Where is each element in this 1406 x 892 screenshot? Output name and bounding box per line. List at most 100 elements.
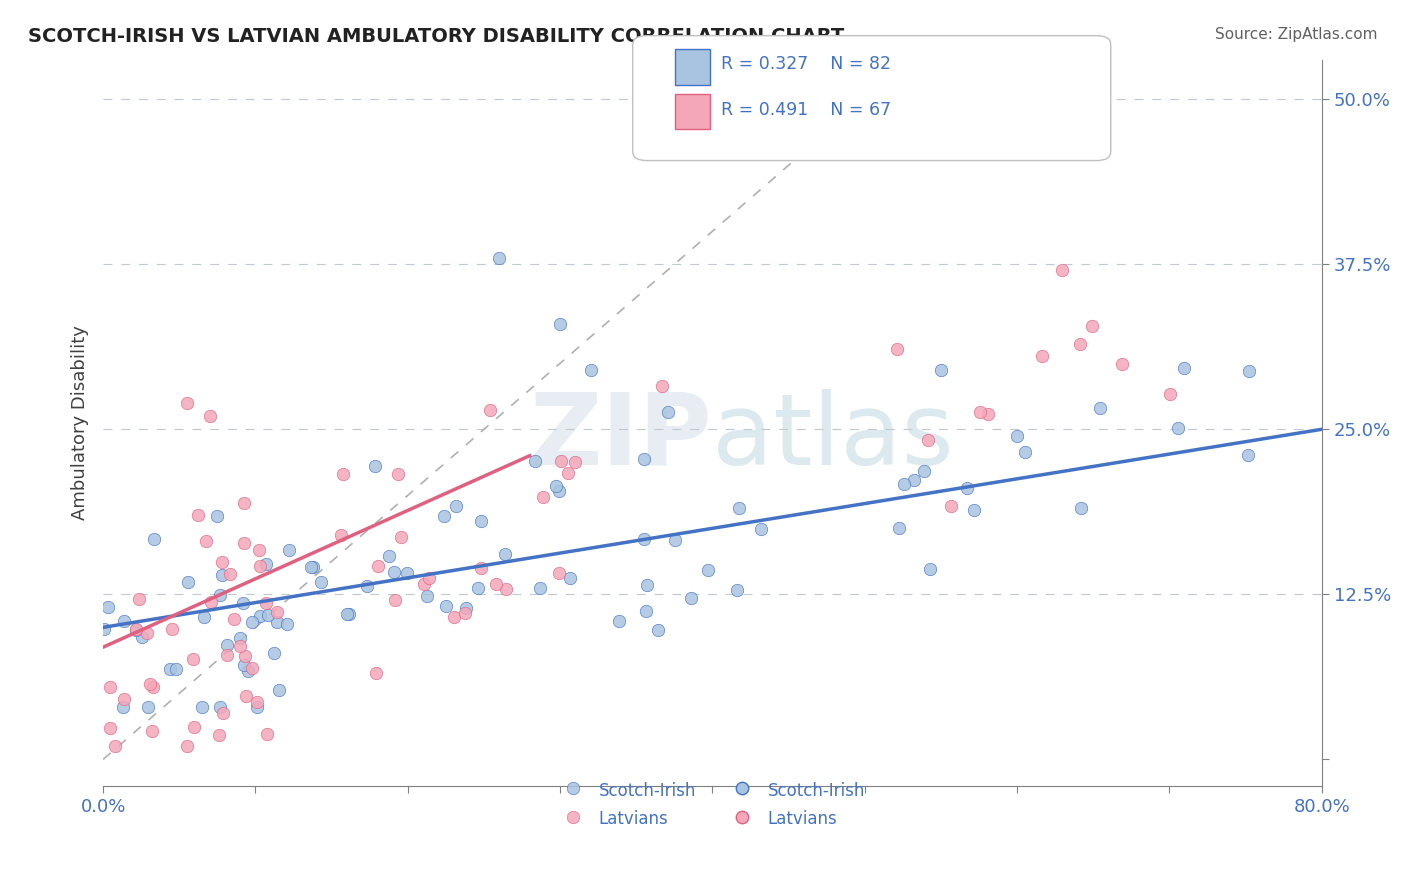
Scotch-Irish [488,251,510,265]
Latvians [224,612,246,626]
Scotch-Irish [257,608,280,623]
Latvians [98,681,121,695]
Scotch-Irish [1090,401,1112,415]
Scotch-Irish [647,623,669,637]
Latvians [484,577,506,591]
Latvians [98,722,121,736]
Latvians [229,640,252,654]
Scotch-Irish [444,500,467,514]
Text: ZIP: ZIP [530,389,713,486]
Latvians [128,592,150,607]
Latvians [917,433,939,447]
Scotch-Irish [266,615,288,630]
Scotch-Irish [1173,360,1195,375]
Latvians [254,596,277,610]
Scotch-Irish [1167,421,1189,435]
Scotch-Irish [1070,501,1092,516]
Scotch-Irish [607,614,630,628]
Scotch-Irish [209,589,232,603]
Latvians [478,402,501,417]
Scotch-Irish [929,363,952,377]
Scotch-Irish [912,464,935,478]
Scotch-Irish [302,559,325,574]
Scotch-Irish [633,533,655,547]
Latvians [443,609,465,624]
Latvians [387,467,409,482]
Latvians [977,408,1000,422]
Latvians [384,592,406,607]
Scotch-Irish [749,522,772,536]
Scotch-Irish [893,477,915,491]
Latvians [233,648,256,663]
Latvians [329,528,352,542]
Text: Source: ZipAtlas.com: Source: ZipAtlas.com [1215,27,1378,42]
Scotch-Irish [636,578,658,592]
Latvians [247,542,270,557]
Scotch-Irish [903,473,925,487]
Scotch-Irish [217,638,239,652]
Scotch-Irish [177,575,200,590]
Scotch-Irish [433,509,456,524]
Scotch-Irish [254,557,277,571]
Scotch-Irish [205,508,228,523]
Scotch-Irish [97,599,120,614]
Latvians [232,536,254,550]
Latvians [1069,337,1091,351]
Latvians [413,577,436,591]
Latvians [547,566,569,580]
Latvians [969,405,991,419]
Latvians [531,490,554,504]
Text: R = 0.491    N = 67: R = 0.491 N = 67 [721,101,891,119]
Latvians [217,648,239,662]
Scotch-Irish [727,501,749,516]
Y-axis label: Ambulatory Disability: Ambulatory Disability [72,326,89,520]
Latvians [104,739,127,754]
Latvians [125,622,148,636]
Latvians [207,728,229,742]
Scotch-Irish [277,542,299,557]
Scotch-Irish [920,562,942,576]
Scotch-Irish [657,405,679,419]
Scotch-Irish [1014,445,1036,459]
Latvians [181,652,204,666]
Scotch-Irish [963,503,986,517]
Scotch-Irish [159,662,181,676]
Scotch-Irish [246,699,269,714]
Scotch-Irish [579,363,602,377]
Scotch-Irish [138,699,160,714]
Scotch-Irish [339,607,361,622]
Scotch-Irish [467,581,489,595]
Text: SCOTCH-IRISH VS LATVIAN AMBULATORY DISABILITY CORRELATION CHART: SCOTCH-IRISH VS LATVIAN AMBULATORY DISAB… [28,27,845,45]
Latvians [212,706,235,720]
Scotch-Irish [560,571,582,585]
Scotch-Irish [956,481,979,495]
Scotch-Irish [299,560,322,574]
Scotch-Irish [416,589,439,603]
Scotch-Irish [249,609,271,624]
Latvians [1050,262,1073,277]
Scotch-Irish [494,547,516,561]
Scotch-Irish [356,579,378,593]
Scotch-Irish [696,562,718,576]
Scotch-Irish [548,483,571,498]
Text: atlas: atlas [713,389,955,486]
Latvians [454,606,477,620]
Latvians [138,677,160,691]
Scotch-Irish [263,646,285,660]
Scotch-Irish [454,601,477,615]
Latvians [142,680,165,694]
Scotch-Irish [396,566,419,581]
Scotch-Irish [232,596,254,610]
Latvians [176,739,198,754]
Scotch-Irish [548,317,571,331]
Latvians [211,555,233,569]
Latvians [367,558,389,573]
Latvians [114,691,136,706]
Latvians [141,723,163,738]
Latvians [198,409,221,423]
Latvians [249,559,271,574]
Scotch-Irish [434,599,457,613]
Latvians [235,689,257,703]
Latvians [266,606,288,620]
Scotch-Irish [309,574,332,589]
